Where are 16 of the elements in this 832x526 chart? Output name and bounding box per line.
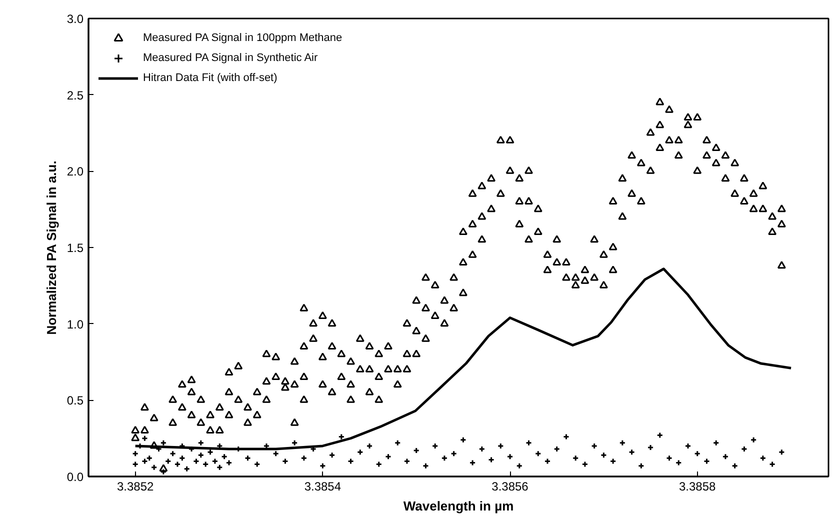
x-tick-label: 3.3856 bbox=[492, 480, 529, 494]
y-axis-title: Normalized PA Signal in a.u. bbox=[44, 160, 59, 335]
y-tick-label: 1.5 bbox=[66, 241, 84, 255]
x-axis-title: Wavelength in µm bbox=[403, 498, 514, 514]
x-tick-label: 3.3852 bbox=[116, 480, 154, 494]
y-tick-label: 0.0 bbox=[66, 470, 84, 484]
legend-label: Measured PA Signal in 100ppm Methane bbox=[143, 32, 342, 44]
y-tick-label: 0.5 bbox=[66, 394, 84, 408]
y-tick-label: 2.0 bbox=[66, 164, 84, 179]
x-tick-label: 3.3854 bbox=[304, 480, 342, 494]
y-tick-label: 1.0 bbox=[66, 317, 84, 332]
x-tick-label: 3.3858 bbox=[679, 480, 716, 494]
legend-label: Measured PA Signal in Synthetic Air bbox=[143, 52, 318, 64]
y-tick-label: 2.5 bbox=[66, 88, 84, 102]
legend-label: Hitran Data Fit (with off-set) bbox=[143, 72, 278, 84]
y-tick-label: 3.0 bbox=[66, 12, 84, 26]
